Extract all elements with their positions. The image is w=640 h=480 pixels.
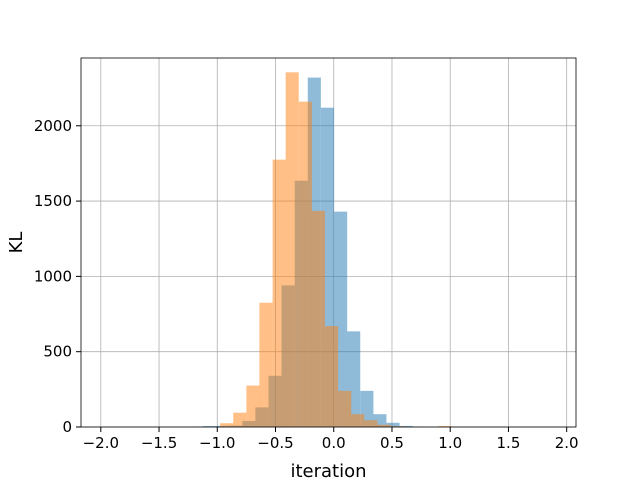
x-tick-label: 0.5 [380, 434, 404, 452]
histogram-bar-series-2 [311, 210, 325, 427]
ticks-layer: −2.0 −1.5 −1.0 −0.5 0.0 0.5 1.0 1.5 2.0 0 500 1000 1… [34, 117, 579, 452]
x-axis-label: iteration [290, 461, 366, 480]
x-tick-label: −1.0 [199, 434, 235, 452]
histogram-bar-series-2 [338, 390, 352, 427]
histogram-bar-series-2 [377, 424, 391, 427]
y-tick-label: 1000 [34, 267, 72, 285]
histogram-bar-series-1 [399, 425, 413, 427]
histogram-bar-series-2 [351, 414, 365, 427]
histogram-bar-series-2 [285, 72, 299, 427]
x-tick-label: 2.0 [555, 434, 579, 452]
histogram-bar-series-2 [438, 426, 452, 427]
histogram-bar-series-2 [272, 159, 286, 427]
x-tick-label: 0.0 [322, 434, 346, 452]
bars-layer [189, 72, 452, 428]
histogram-bar-series-1 [202, 426, 217, 427]
y-axis-label: KL [6, 232, 27, 254]
x-tick-label: −0.5 [257, 434, 293, 452]
x-tick-label: 1.5 [497, 434, 521, 452]
histogram-bar-series-2 [364, 420, 378, 427]
y-tick-label: 500 [43, 343, 72, 361]
y-tick-label: 0 [62, 418, 72, 436]
plot-frame [80, 57, 577, 428]
histogram-bar-series-2 [246, 385, 260, 427]
histogram-bar-series-1 [386, 422, 400, 427]
x-tick-label: −2.0 [83, 434, 119, 452]
y-tick-label: 1500 [34, 192, 72, 210]
x-tick-label: −1.5 [141, 434, 177, 452]
histogram-bar-series-2 [220, 423, 234, 427]
histogram-bar-series-2 [325, 326, 339, 427]
y-tick-label: 2000 [34, 117, 72, 135]
histogram-bar-series-2 [298, 101, 312, 427]
x-tick-label: 1.0 [438, 434, 462, 452]
histogram-bar-series-2 [259, 302, 273, 427]
histogram-bar-series-2 [233, 412, 247, 427]
